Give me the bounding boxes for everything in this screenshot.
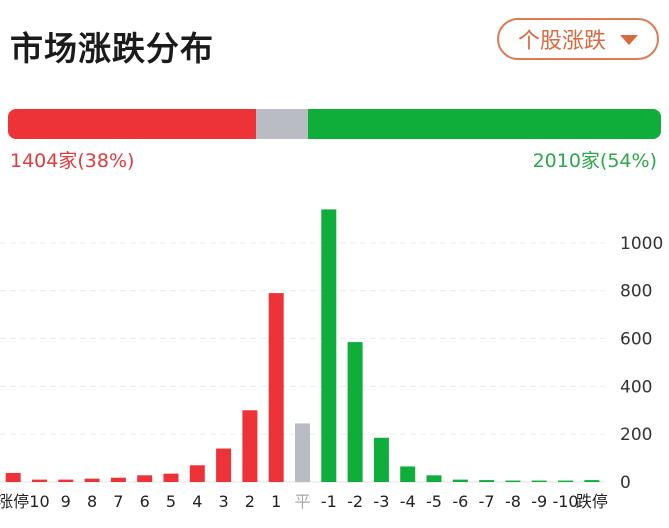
chart-bar	[58, 479, 74, 482]
up-down-ratio-bar	[8, 109, 661, 139]
x-tick-label: -9	[531, 492, 547, 511]
ratio-segment-flat	[256, 109, 309, 139]
x-tick-label: -8	[505, 492, 521, 511]
chart-bar	[242, 410, 258, 482]
chart-bar	[426, 475, 442, 482]
up-count-label: 1404家(38%)	[10, 150, 135, 172]
x-tick-label: 9	[61, 492, 71, 511]
x-tick-label: 10	[29, 492, 49, 511]
chart-bar	[189, 465, 205, 482]
chart-bar	[452, 479, 468, 482]
x-tick-label: -7	[479, 492, 495, 511]
chart-bar	[373, 437, 389, 482]
chart-bar	[505, 480, 521, 482]
x-tick-label: 3	[218, 492, 228, 511]
chart-bar	[321, 209, 337, 482]
chart-bar	[163, 473, 179, 482]
chart-bar	[295, 423, 310, 482]
x-tick-label: -6	[452, 492, 468, 511]
y-tick-label: 0	[620, 473, 631, 493]
chart-bar	[531, 480, 547, 482]
ratio-segment-up	[8, 109, 257, 139]
chart-bar	[400, 466, 416, 482]
chart-bar	[268, 293, 284, 482]
chart-bar	[110, 477, 126, 482]
y-tick-label: 600	[620, 330, 652, 350]
y-tick-label: 200	[620, 425, 652, 445]
down-count-label: 2010家(54%)	[532, 150, 657, 172]
x-tick-label: 1	[271, 492, 281, 511]
x-tick-label: -5	[426, 492, 442, 511]
chart-bar	[137, 475, 153, 482]
y-tick-label: 800	[620, 282, 652, 302]
x-tick-label: 4	[192, 492, 202, 511]
x-tick-label: 2	[245, 492, 255, 511]
x-tick-label: -1	[321, 492, 337, 511]
chart-bar	[479, 480, 495, 482]
y-tick-label: 1000	[620, 234, 663, 254]
chart-bar	[584, 480, 600, 482]
chart-bar	[558, 480, 574, 482]
x-tick-label: -3	[373, 492, 389, 511]
y-tick-label: 400	[620, 377, 652, 397]
chart-bar	[84, 478, 100, 482]
chart-bar	[31, 479, 47, 482]
x-tick-label: -10	[552, 492, 578, 511]
dropdown-label: 个股涨跌	[517, 29, 606, 54]
x-tick-label: -2	[347, 492, 363, 511]
x-tick-label: 平	[294, 492, 310, 511]
x-tick-label: 跌停	[576, 492, 608, 511]
ratio-segment-down	[308, 109, 661, 139]
x-tick-label: 7	[113, 492, 123, 511]
chart-bar	[216, 448, 232, 482]
x-tick-label: 6	[140, 492, 150, 511]
x-tick-label: 8	[87, 492, 97, 511]
x-tick-label: 5	[166, 492, 176, 511]
x-tick-label: -4	[400, 492, 416, 511]
caret-down-icon	[620, 35, 638, 45]
page-title: 市场涨跌分布	[10, 29, 214, 68]
chart-bar	[5, 472, 21, 482]
x-tick-label: 涨停	[0, 492, 29, 511]
stock-change-dropdown[interactable]: 个股涨跌	[497, 18, 659, 60]
chart-bar	[347, 342, 363, 482]
